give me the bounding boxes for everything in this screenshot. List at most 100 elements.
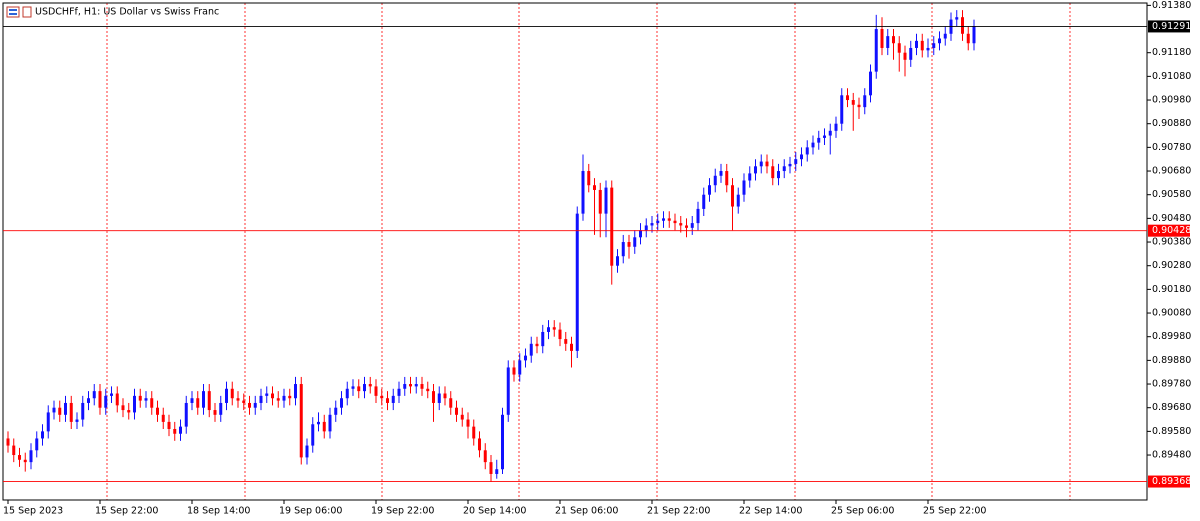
candle-body (317, 421, 320, 425)
icon-frame (22, 6, 32, 18)
y-tick-label: 0.90380 (1152, 237, 1191, 248)
candle-body (455, 407, 458, 415)
price-level-tag (1148, 224, 1190, 237)
candle-body (759, 161, 763, 167)
candle-body (552, 327, 556, 330)
y-tick-label: 0.89980 (1152, 331, 1191, 342)
y-tick-label: 0.89780 (1152, 379, 1191, 390)
candle-body (299, 384, 303, 458)
candle-body (121, 405, 125, 411)
candle-body (12, 445, 16, 456)
candle-body (328, 414, 332, 432)
candle-body (719, 171, 723, 176)
period-separators (106, 3, 1071, 500)
y-tick-label: 0.90780 (1152, 142, 1191, 153)
candle-body (880, 29, 884, 48)
candle-body (265, 393, 269, 396)
candle-body (575, 213, 579, 351)
candle-body (840, 95, 844, 124)
x-tick-label: 22 Sep 14:00 (739, 506, 802, 517)
candle-body (846, 95, 849, 101)
candle-body (558, 329, 562, 340)
candle-body (150, 398, 154, 408)
candle-body (725, 171, 729, 186)
y-tick-label: 0.89880 (1152, 355, 1191, 366)
candle-body (236, 398, 240, 401)
candle-body (207, 391, 211, 411)
candle-body (639, 230, 642, 238)
candle-body (966, 33, 970, 44)
candle-body (6, 438, 10, 446)
candle-body (633, 237, 637, 247)
x-tick-label: 21 Sep 22:00 (647, 506, 710, 517)
candle-body (662, 218, 665, 221)
candle-body (610, 187, 614, 266)
y-tick-label: 0.90480 (1152, 213, 1191, 224)
x-tick-label: 19 Sep 22:00 (371, 506, 434, 517)
candle-body (271, 393, 274, 399)
candle-body (345, 388, 349, 399)
candle-body (368, 384, 372, 387)
candle-body (909, 47, 913, 60)
candle-body (18, 455, 21, 460)
candle-body (202, 391, 205, 408)
candle-body (242, 400, 246, 403)
candle-body (748, 173, 752, 181)
candle-body (547, 327, 550, 332)
candle-body (955, 17, 959, 20)
candle-body (529, 343, 533, 356)
candle-body (570, 343, 573, 351)
candle-body (713, 175, 717, 186)
candle-body (708, 185, 711, 195)
y-tick-label: 0.89680 (1152, 402, 1191, 413)
x-tick-label: 20 Sep 14:00 (463, 506, 526, 517)
candle-body (478, 438, 481, 451)
candle-body (115, 393, 119, 406)
candle-body (259, 395, 263, 403)
candle-body (518, 360, 522, 375)
candle-body (731, 185, 734, 207)
candle-body (932, 43, 936, 48)
candle-body (621, 242, 625, 257)
candle-body (656, 220, 660, 224)
candle-body (702, 194, 706, 209)
chart-title: USDCHFf, H1: US Dollar vs Swiss Franc (35, 7, 219, 18)
candle-body (512, 367, 516, 375)
candle-body (805, 147, 809, 155)
icon-bar (9, 13, 17, 15)
candle-body (52, 407, 56, 413)
candle-body (938, 38, 941, 44)
candle-body (627, 242, 631, 247)
candle-body (426, 388, 430, 392)
candle-body (828, 130, 832, 136)
price-level-label: 0.89368 (1152, 476, 1191, 487)
candle-body (35, 438, 39, 451)
candle-body (294, 384, 297, 399)
y-tick-label: 0.90080 (1152, 308, 1191, 319)
candle-body (616, 256, 619, 266)
candle-body (443, 393, 447, 399)
x-tick-label: 21 Sep 06:00 (555, 506, 618, 517)
candle-body (782, 166, 786, 172)
candle-body (397, 388, 401, 396)
x-tick-label: 25 Sep 06:00 (831, 506, 894, 517)
candle-body (800, 154, 803, 160)
candle-body (892, 36, 895, 44)
candle-body (961, 17, 964, 34)
x-tick-label: 15 Sep 2023 (3, 506, 63, 517)
x-tick-label: 19 Sep 06:00 (279, 506, 342, 517)
candle-body (460, 414, 464, 420)
candle-body (489, 462, 493, 474)
chart-icon (6, 6, 32, 18)
candle-body (144, 398, 148, 401)
icon-bar (9, 9, 17, 11)
candle-body (340, 398, 343, 408)
candle-body (857, 104, 861, 108)
candle-body (483, 450, 487, 463)
icon-frame (6, 6, 20, 18)
candle-body (679, 223, 683, 226)
candle-body (81, 402, 85, 420)
y-tick-label: 0.91380 (1152, 0, 1191, 11)
candle-body (869, 71, 872, 96)
